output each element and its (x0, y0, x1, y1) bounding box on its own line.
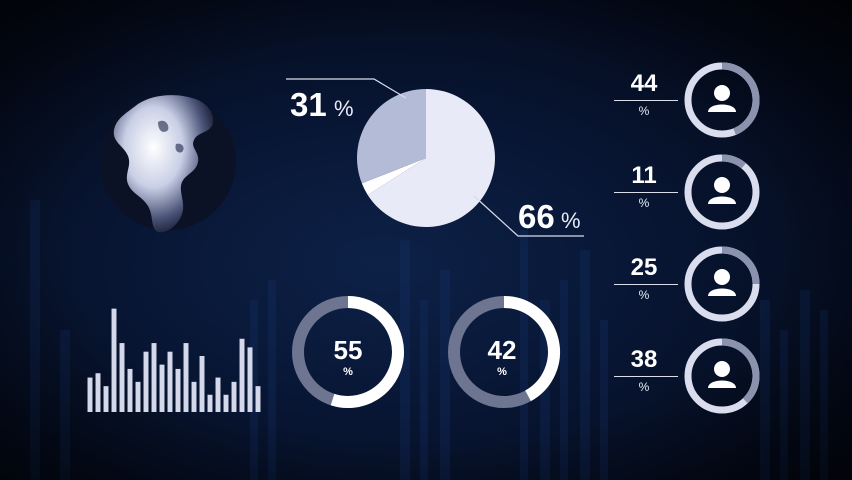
donut-42-arc (503, 296, 560, 402)
globe-icon (100, 94, 236, 233)
bar-1 (95, 373, 101, 412)
ring-divider-11 (614, 192, 678, 193)
pie-unit-66: % (561, 208, 581, 233)
ring-fill (721, 246, 760, 285)
bar-14 (199, 356, 205, 412)
pie-leader-66 (473, 195, 584, 237)
bar-9 (159, 364, 165, 412)
bar-12 (183, 343, 189, 412)
bar-18 (231, 381, 237, 412)
ring-fill (721, 62, 760, 135)
bar-19 (239, 338, 245, 412)
donut-42-unit: % (497, 366, 507, 378)
ring-divider-38 (614, 376, 678, 377)
ring-44 (684, 62, 760, 138)
user-icon (714, 269, 730, 285)
bar-7 (143, 351, 149, 412)
ring-fill (721, 154, 746, 169)
pie-unit-31: % (334, 96, 354, 121)
bar-0 (87, 377, 93, 412)
ring-fill (721, 338, 760, 404)
pie-leader-31 (286, 78, 407, 99)
ring-value-25: 25 (630, 254, 658, 281)
bar-8 (151, 343, 157, 412)
donut-55-label: 55 (333, 335, 363, 365)
bar-4 (119, 343, 125, 412)
bar-13 (191, 381, 197, 412)
pie-slice-31 (357, 89, 426, 184)
bar-17 (223, 394, 229, 412)
bar-10 (167, 351, 173, 412)
pie-chart (286, 78, 584, 237)
bar-5 (127, 368, 133, 412)
ring-value-38: 38 (630, 346, 658, 373)
ring-unit-25: % (638, 288, 650, 302)
user-icon (714, 177, 730, 193)
user-icon-body (708, 104, 736, 112)
donut-55-arc (330, 296, 404, 408)
bar-3 (111, 308, 117, 412)
user-icon (714, 85, 730, 101)
ring-unit-44: % (638, 104, 650, 118)
bar-16 (215, 377, 221, 412)
ring-unit-11: % (638, 196, 650, 210)
bar-15 (207, 394, 213, 412)
user-icon-body (708, 380, 736, 388)
donut-chart-42 (448, 296, 560, 408)
donut-55-unit: % (343, 366, 353, 378)
bar-11 (175, 368, 181, 412)
donut-chart-55 (292, 296, 404, 408)
ring-value-44: 44 (630, 70, 658, 97)
pie-label-31: 31 (290, 86, 327, 123)
bar-21 (255, 386, 261, 412)
ring-11 (684, 154, 760, 230)
ring-38 (684, 338, 760, 414)
bar-6 (135, 381, 141, 412)
bar-2 (103, 386, 109, 412)
user-icon (714, 361, 730, 377)
pie-label-66: 66 (518, 198, 555, 235)
ring-divider-44 (614, 100, 678, 101)
ring-25 (684, 246, 760, 322)
bar-chart (87, 308, 261, 412)
pie-slice-66 (367, 89, 495, 227)
user-icon-body (708, 196, 736, 204)
user-icon-body (708, 288, 736, 296)
ring-value-11: 11 (631, 162, 657, 189)
donut-42-label: 42 (487, 335, 517, 365)
ring-unit-38: % (638, 380, 650, 394)
pie-slices (357, 89, 495, 227)
ring-divider-25 (614, 284, 678, 285)
bar-20 (247, 347, 253, 412)
pie-slice-small (361, 158, 426, 195)
